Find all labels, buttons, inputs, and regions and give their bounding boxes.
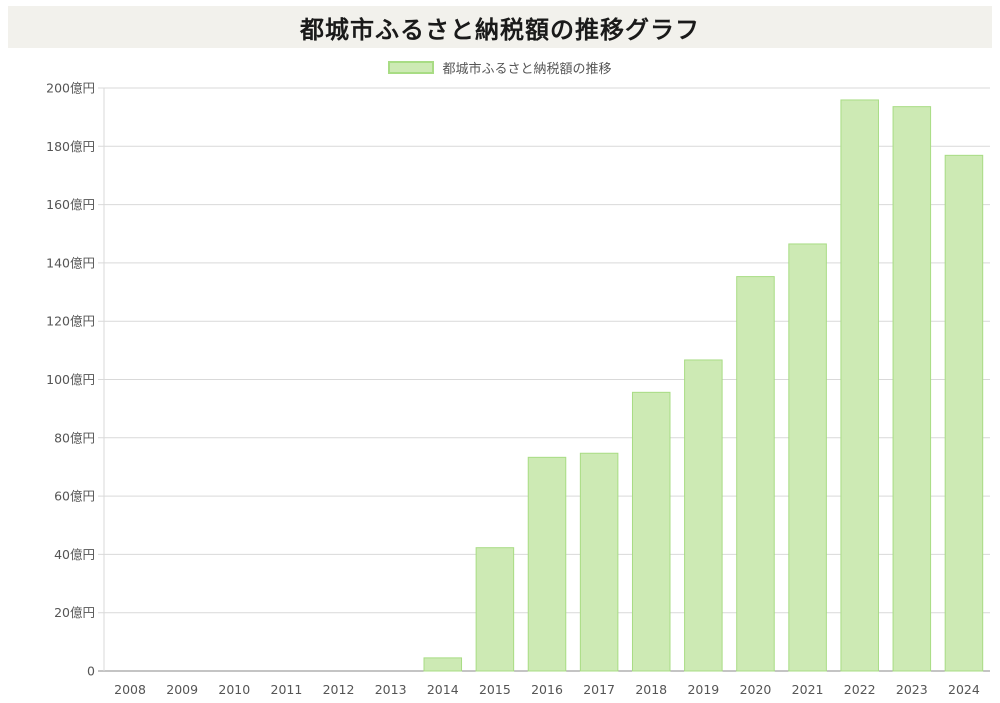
axes: 0 20億円 40億円 60億円 80億円 100億円 120億円 140億円 160億円 180… — [46, 81, 980, 698]
bar-2022[interactable] — [840, 99, 879, 672]
legend-label: 都城市ふるさと納税額の推移 — [442, 61, 612, 77]
y-tick-label: 180億円 — [46, 139, 95, 154]
x-tick-label: 2022 — [844, 682, 876, 697]
x-tick-label: 2023 — [896, 682, 928, 697]
legend[interactable]: 都城市ふるさと納税額の推移 — [0, 57, 1000, 77]
bar-2020[interactable] — [736, 276, 775, 672]
x-tick-label: 2012 — [323, 682, 355, 697]
x-tick-label: 2021 — [792, 682, 824, 697]
legend-swatch — [388, 60, 435, 74]
bar-2016[interactable] — [527, 456, 567, 672]
bars — [423, 99, 984, 672]
y-tick-label: 140億円 — [46, 255, 95, 270]
y-tick-label: 20億円 — [54, 605, 95, 620]
y-tick-label: 80億円 — [54, 430, 95, 445]
x-tick-label: 2024 — [948, 682, 980, 697]
bar-2019[interactable] — [684, 359, 723, 672]
bar-2023[interactable] — [892, 106, 932, 672]
bar-2021[interactable] — [788, 243, 827, 672]
y-tick-label: 160億円 — [46, 197, 95, 212]
bar-2014[interactable] — [423, 657, 463, 672]
bar-2018[interactable] — [631, 391, 671, 672]
y-tick-label: 60億円 — [54, 489, 95, 504]
x-tick-label: 2019 — [687, 682, 719, 697]
x-tick-label: 2013 — [375, 682, 407, 697]
x-tick-label: 2016 — [531, 682, 563, 697]
y-tick-label: 120億円 — [46, 314, 95, 329]
title-bar: 都城市ふるさと納税額の推移グラフ — [8, 6, 992, 48]
y-tick-label: 0 — [87, 664, 95, 679]
x-tick-label: 2010 — [218, 682, 250, 697]
x-tick-label: 2014 — [427, 682, 459, 697]
bar-2017[interactable] — [579, 452, 619, 672]
bar-2024[interactable] — [944, 154, 984, 672]
x-tick-label: 2017 — [583, 682, 615, 697]
bar-2015[interactable] — [475, 547, 515, 672]
y-tick-label: 200億円 — [46, 81, 95, 96]
x-tick-label: 2015 — [479, 682, 511, 697]
chart-title: 都城市ふるさと納税額の推移グラフ — [300, 14, 700, 44]
y-tick-label: 100億円 — [46, 372, 95, 387]
x-tick-label: 2018 — [635, 682, 667, 697]
x-tick-label: 2008 — [114, 682, 146, 697]
y-tick-label: 40億円 — [54, 547, 95, 562]
x-tick-label: 2020 — [740, 682, 772, 697]
x-tick-label: 2011 — [271, 682, 303, 697]
x-tick-label: 2009 — [166, 682, 198, 697]
